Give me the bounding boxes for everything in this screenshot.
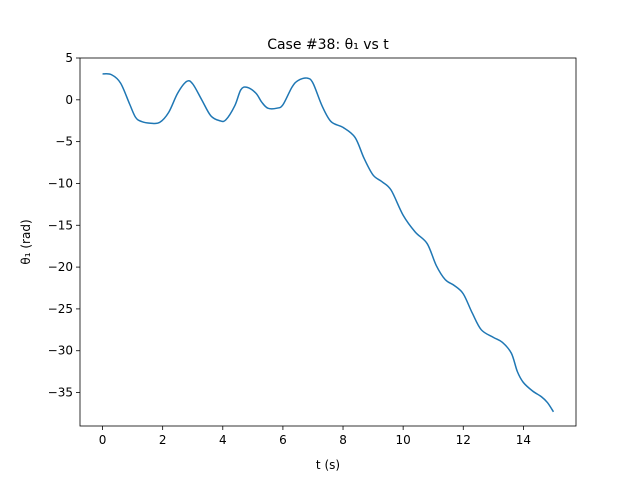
x-tick-label: 12 — [456, 433, 471, 447]
chart-title: Case #38: θ₁ vs t — [267, 37, 389, 53]
series-layer — [102, 73, 555, 413]
plot-area — [80, 58, 576, 426]
y-tick-label: −5 — [55, 135, 73, 149]
series-line-theta1 — [102, 73, 555, 413]
x-tick-label: 4 — [219, 433, 227, 447]
x-axis: 0 2 4 6 8 10 12 14 — [99, 426, 531, 447]
y-tick-label: −25 — [48, 302, 73, 316]
y-tick-label: 0 — [65, 93, 73, 107]
y-axis-label: θ₁ (rad) — [19, 219, 33, 264]
y-tick-label: 5 — [65, 51, 73, 65]
y-axis: 5 0 −5 −10 −15 −20 −25 −30 −35 — [48, 51, 80, 400]
y-tick-label: −35 — [48, 386, 73, 400]
x-axis-label: t (s) — [316, 458, 340, 472]
x-tick-label: 10 — [396, 433, 411, 447]
x-tick-label: 0 — [99, 433, 107, 447]
y-tick-label: −15 — [48, 218, 73, 232]
x-tick-label: 6 — [279, 433, 287, 447]
x-tick-label: 14 — [516, 433, 531, 447]
plot-frame — [79, 57, 577, 427]
x-tick-label: 2 — [159, 433, 167, 447]
y-tick-label: −30 — [48, 344, 73, 358]
y-tick-label: −10 — [48, 176, 73, 190]
y-tick-label: −20 — [48, 260, 73, 274]
x-tick-label: 8 — [339, 433, 347, 447]
